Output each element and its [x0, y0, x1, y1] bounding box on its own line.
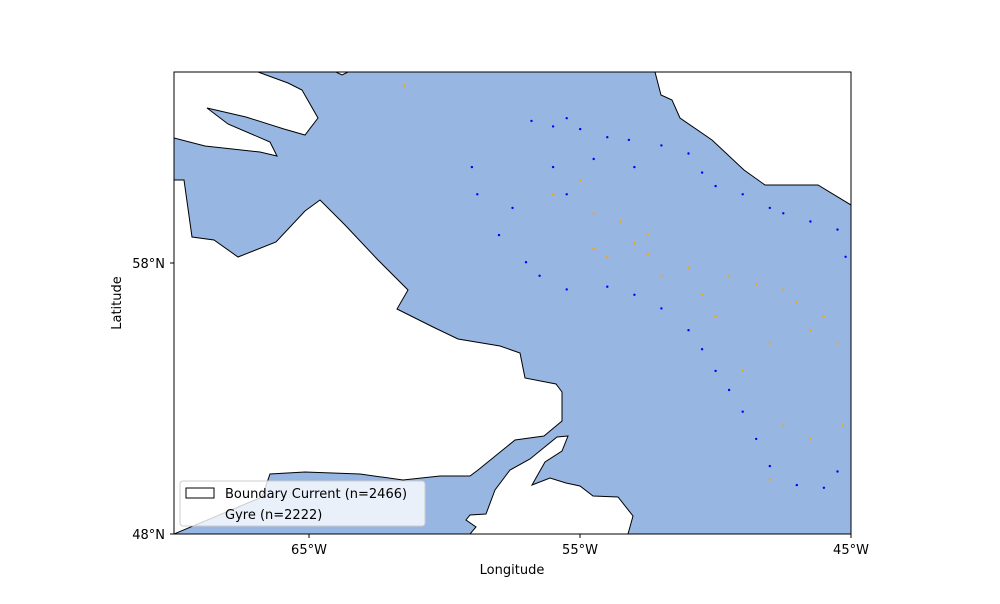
data-point	[782, 288, 785, 291]
data-point	[579, 127, 582, 131]
legend-label-gyre: Gyre (n=2222)	[225, 508, 322, 523]
data-point	[524, 261, 528, 264]
data-point	[565, 193, 568, 196]
data-point	[727, 388, 731, 392]
data-point	[606, 285, 609, 288]
data-point	[565, 117, 568, 120]
y-axis-label: Latitude	[110, 276, 125, 330]
data-point	[809, 437, 812, 441]
y-tick-label: 58°N	[132, 257, 165, 272]
data-point	[727, 274, 731, 277]
data-point	[836, 470, 839, 473]
x-tick-label: 45°W	[833, 543, 869, 558]
data-point	[530, 119, 533, 123]
data-point	[511, 206, 514, 210]
data-point	[633, 165, 636, 169]
plot-frame	[173, 71, 852, 535]
data-point	[741, 369, 744, 373]
data-point	[606, 136, 609, 139]
data-point	[687, 329, 690, 332]
data-point	[755, 437, 758, 441]
series-gyre	[403, 84, 845, 481]
data-point	[592, 212, 595, 215]
data-point	[551, 165, 555, 169]
points-layer	[403, 84, 847, 489]
data-point	[795, 301, 798, 305]
legend: Boundary Current (n=2466) Gyre (n=2222)	[179, 480, 426, 527]
x-axis-label: Longitude	[480, 563, 545, 578]
data-point	[579, 179, 582, 182]
data-point	[844, 255, 847, 258]
legend-label-boundary-current: Boundary Current (n=2466)	[225, 487, 407, 502]
land-labrador	[174, 179, 563, 534]
data-point	[551, 193, 555, 196]
data-point	[538, 274, 541, 277]
data-point	[633, 242, 636, 245]
data-point	[714, 369, 717, 373]
data-point	[592, 157, 595, 161]
data-point	[836, 228, 839, 231]
land-greenland	[654, 72, 851, 206]
data-point	[627, 138, 631, 142]
data-point	[822, 315, 826, 318]
data-point	[687, 152, 690, 155]
data-point	[606, 255, 609, 258]
data-point	[836, 342, 839, 345]
data-point	[633, 293, 636, 296]
data-point	[768, 464, 771, 468]
data-point	[809, 220, 812, 223]
data-point	[592, 247, 595, 250]
data-point	[809, 329, 812, 332]
data-point	[741, 193, 744, 196]
data-point	[497, 233, 501, 237]
data-point	[768, 206, 771, 210]
data-point	[841, 424, 845, 427]
data-point	[660, 144, 663, 147]
data-point	[782, 424, 785, 427]
series-boundary-current	[470, 117, 847, 489]
data-point	[660, 307, 663, 310]
data-point	[700, 171, 704, 174]
data-point	[470, 165, 474, 169]
legend-swatch-boundary-current	[185, 487, 215, 499]
land-newfoundland	[465, 435, 634, 534]
data-point	[660, 274, 663, 277]
x-tick-label: 65°W	[291, 543, 327, 558]
data-point	[795, 483, 798, 487]
data-point	[646, 233, 650, 237]
data-point	[619, 220, 622, 223]
legend-box	[179, 480, 426, 527]
data-point	[755, 282, 758, 286]
data-point	[782, 212, 785, 215]
data-point	[714, 184, 717, 188]
data-point	[403, 84, 406, 87]
data-point	[741, 410, 744, 413]
land-north-islet	[335, 72, 349, 76]
data-point	[822, 486, 826, 489]
y-axis: 48°N 58°N Latitude	[110, 257, 174, 543]
y-tick-label: 48°N	[132, 528, 165, 543]
data-point	[768, 342, 771, 345]
land-baffin-island	[174, 72, 319, 157]
data-point	[565, 288, 568, 291]
data-point	[768, 478, 771, 481]
data-point	[700, 293, 704, 296]
data-point	[700, 348, 704, 351]
data-point	[476, 193, 479, 196]
x-axis: 65°W 55°W 45°W Longitude	[291, 534, 869, 578]
data-point	[687, 266, 690, 269]
data-point	[714, 315, 717, 318]
data-point	[551, 125, 555, 128]
data-point	[646, 252, 650, 256]
land-layer	[174, 72, 851, 534]
x-tick-label: 55°W	[562, 543, 598, 558]
